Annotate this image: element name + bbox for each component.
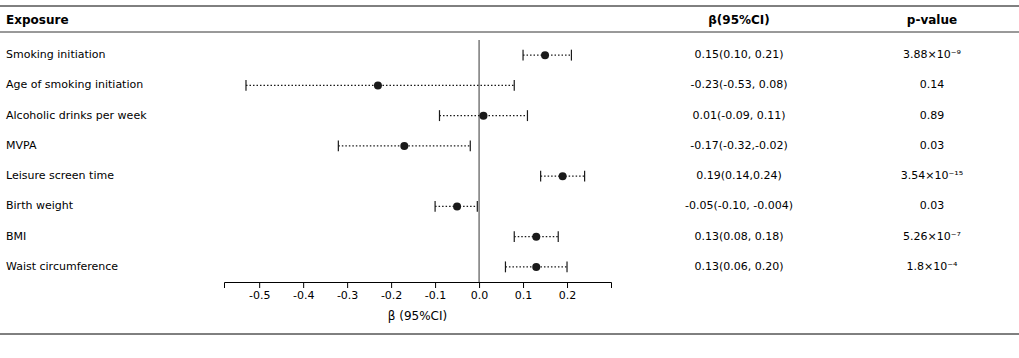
x-axis-title: β (95%CI) xyxy=(388,309,447,323)
ci-cap-high xyxy=(571,50,572,61)
axis-line xyxy=(225,283,612,289)
p-value-label: 1.8×10⁻⁴ xyxy=(907,260,959,273)
tick-mark xyxy=(347,282,348,288)
tick: 0.2 xyxy=(559,282,577,302)
ci-cap-low xyxy=(540,171,541,182)
p-value-label: 0.03 xyxy=(920,139,945,152)
column-header: Exposure xyxy=(6,13,69,27)
beta-label: 0.13(0.06, 0.20) xyxy=(694,260,783,273)
ci-cap-high xyxy=(566,261,567,272)
chart: Exposure β(95%CI) p-value Smoking initiatio… xyxy=(0,0,1019,358)
plot-area xyxy=(246,40,585,282)
ci-cap-high xyxy=(584,171,585,182)
p-value-label: 0.14 xyxy=(920,78,945,91)
exposure-label: Birth weight xyxy=(6,199,74,212)
exposure-label: Smoking initiation xyxy=(6,48,106,61)
beta-label: -0.23(-0.53, 0.08) xyxy=(691,78,788,91)
p-value-label: 3.54×10⁻¹⁵ xyxy=(901,169,963,182)
estimate xyxy=(479,112,487,120)
tick: -0.2 xyxy=(381,282,402,302)
rule xyxy=(0,32,1019,33)
p-value-label: 0.03 xyxy=(920,199,945,212)
ci-cap-low xyxy=(245,80,246,91)
ci-cap-high xyxy=(470,140,471,151)
tick-label: 0.0 xyxy=(471,289,489,302)
tick-label: -0.2 xyxy=(381,289,402,302)
ci-cap-low xyxy=(505,261,506,272)
estimate xyxy=(532,263,540,271)
tick-mark xyxy=(391,282,392,288)
tick: -0.1 xyxy=(425,282,446,302)
beta-label: -0.05(-0.10, -0.004) xyxy=(685,199,793,212)
tick-mark xyxy=(259,282,260,288)
estimate xyxy=(374,81,382,89)
ci-cap-low xyxy=(338,140,339,151)
estimate xyxy=(541,51,549,59)
tick-mark xyxy=(567,282,568,288)
exposure-label: Waist circumference xyxy=(6,260,118,273)
tick-label: 0.1 xyxy=(515,289,533,302)
estimate xyxy=(453,202,461,210)
estimate xyxy=(532,233,540,241)
exposure-label: BMI xyxy=(6,230,26,243)
beta-label: -0.17(-0.32,-0.02) xyxy=(690,139,787,152)
ci-cap-high xyxy=(514,80,515,91)
ci-cap-low xyxy=(522,50,523,61)
column-header: β(95%CI) xyxy=(708,13,770,27)
reference-line xyxy=(479,40,480,282)
p-value-label: 3.88×10⁻⁹ xyxy=(903,48,961,61)
tick: -0.5 xyxy=(249,282,270,302)
tick-mark xyxy=(435,282,436,288)
tick: -0.4 xyxy=(293,282,314,302)
beta-label: 0.13(0.08, 0.18) xyxy=(694,230,783,243)
exposure-label: MVPA xyxy=(6,139,37,152)
tick-mark xyxy=(479,282,480,288)
tick-label: -0.4 xyxy=(293,289,314,302)
tick-label: -0.3 xyxy=(337,289,358,302)
exposure-label: Age of smoking initiation xyxy=(6,78,143,91)
ci-cap-high xyxy=(477,201,478,212)
column-header: p-value xyxy=(907,13,957,27)
tick-label: 0.2 xyxy=(559,289,577,302)
estimate xyxy=(559,172,567,180)
exposure-label: Leisure screen time xyxy=(6,169,114,182)
beta-label: 0.15(0.10, 0.21) xyxy=(694,48,783,61)
ci-cap-low xyxy=(514,231,515,242)
ci-cap-high xyxy=(527,110,528,121)
p-value-label: 5.26×10⁻⁷ xyxy=(903,230,961,243)
tick-mark xyxy=(523,282,524,288)
rule xyxy=(0,6,1019,7)
beta-label: 0.19(0.14,0.24) xyxy=(696,169,782,182)
tick-label: -0.5 xyxy=(249,289,270,302)
tick: 0.1 xyxy=(515,282,533,302)
x-axis: -0.5 -0.4 -0.3 -0.2 -0.1 0.0 0.1 0.2 xyxy=(225,282,612,302)
tick-label: -0.1 xyxy=(425,289,446,302)
exposure-label: Alcoholic drinks per week xyxy=(6,109,147,122)
tick: -0.3 xyxy=(337,282,358,302)
rule xyxy=(0,334,1019,335)
tick: 0.0 xyxy=(471,282,489,302)
ci-cap-low xyxy=(439,110,440,121)
ci-cap-high xyxy=(558,231,559,242)
estimate xyxy=(400,142,408,150)
p-value-label: 0.89 xyxy=(920,109,945,122)
ci-cap-low xyxy=(434,201,435,212)
beta-label: 0.01(-0.09, 0.11) xyxy=(692,109,785,122)
tick-mark xyxy=(303,282,304,288)
